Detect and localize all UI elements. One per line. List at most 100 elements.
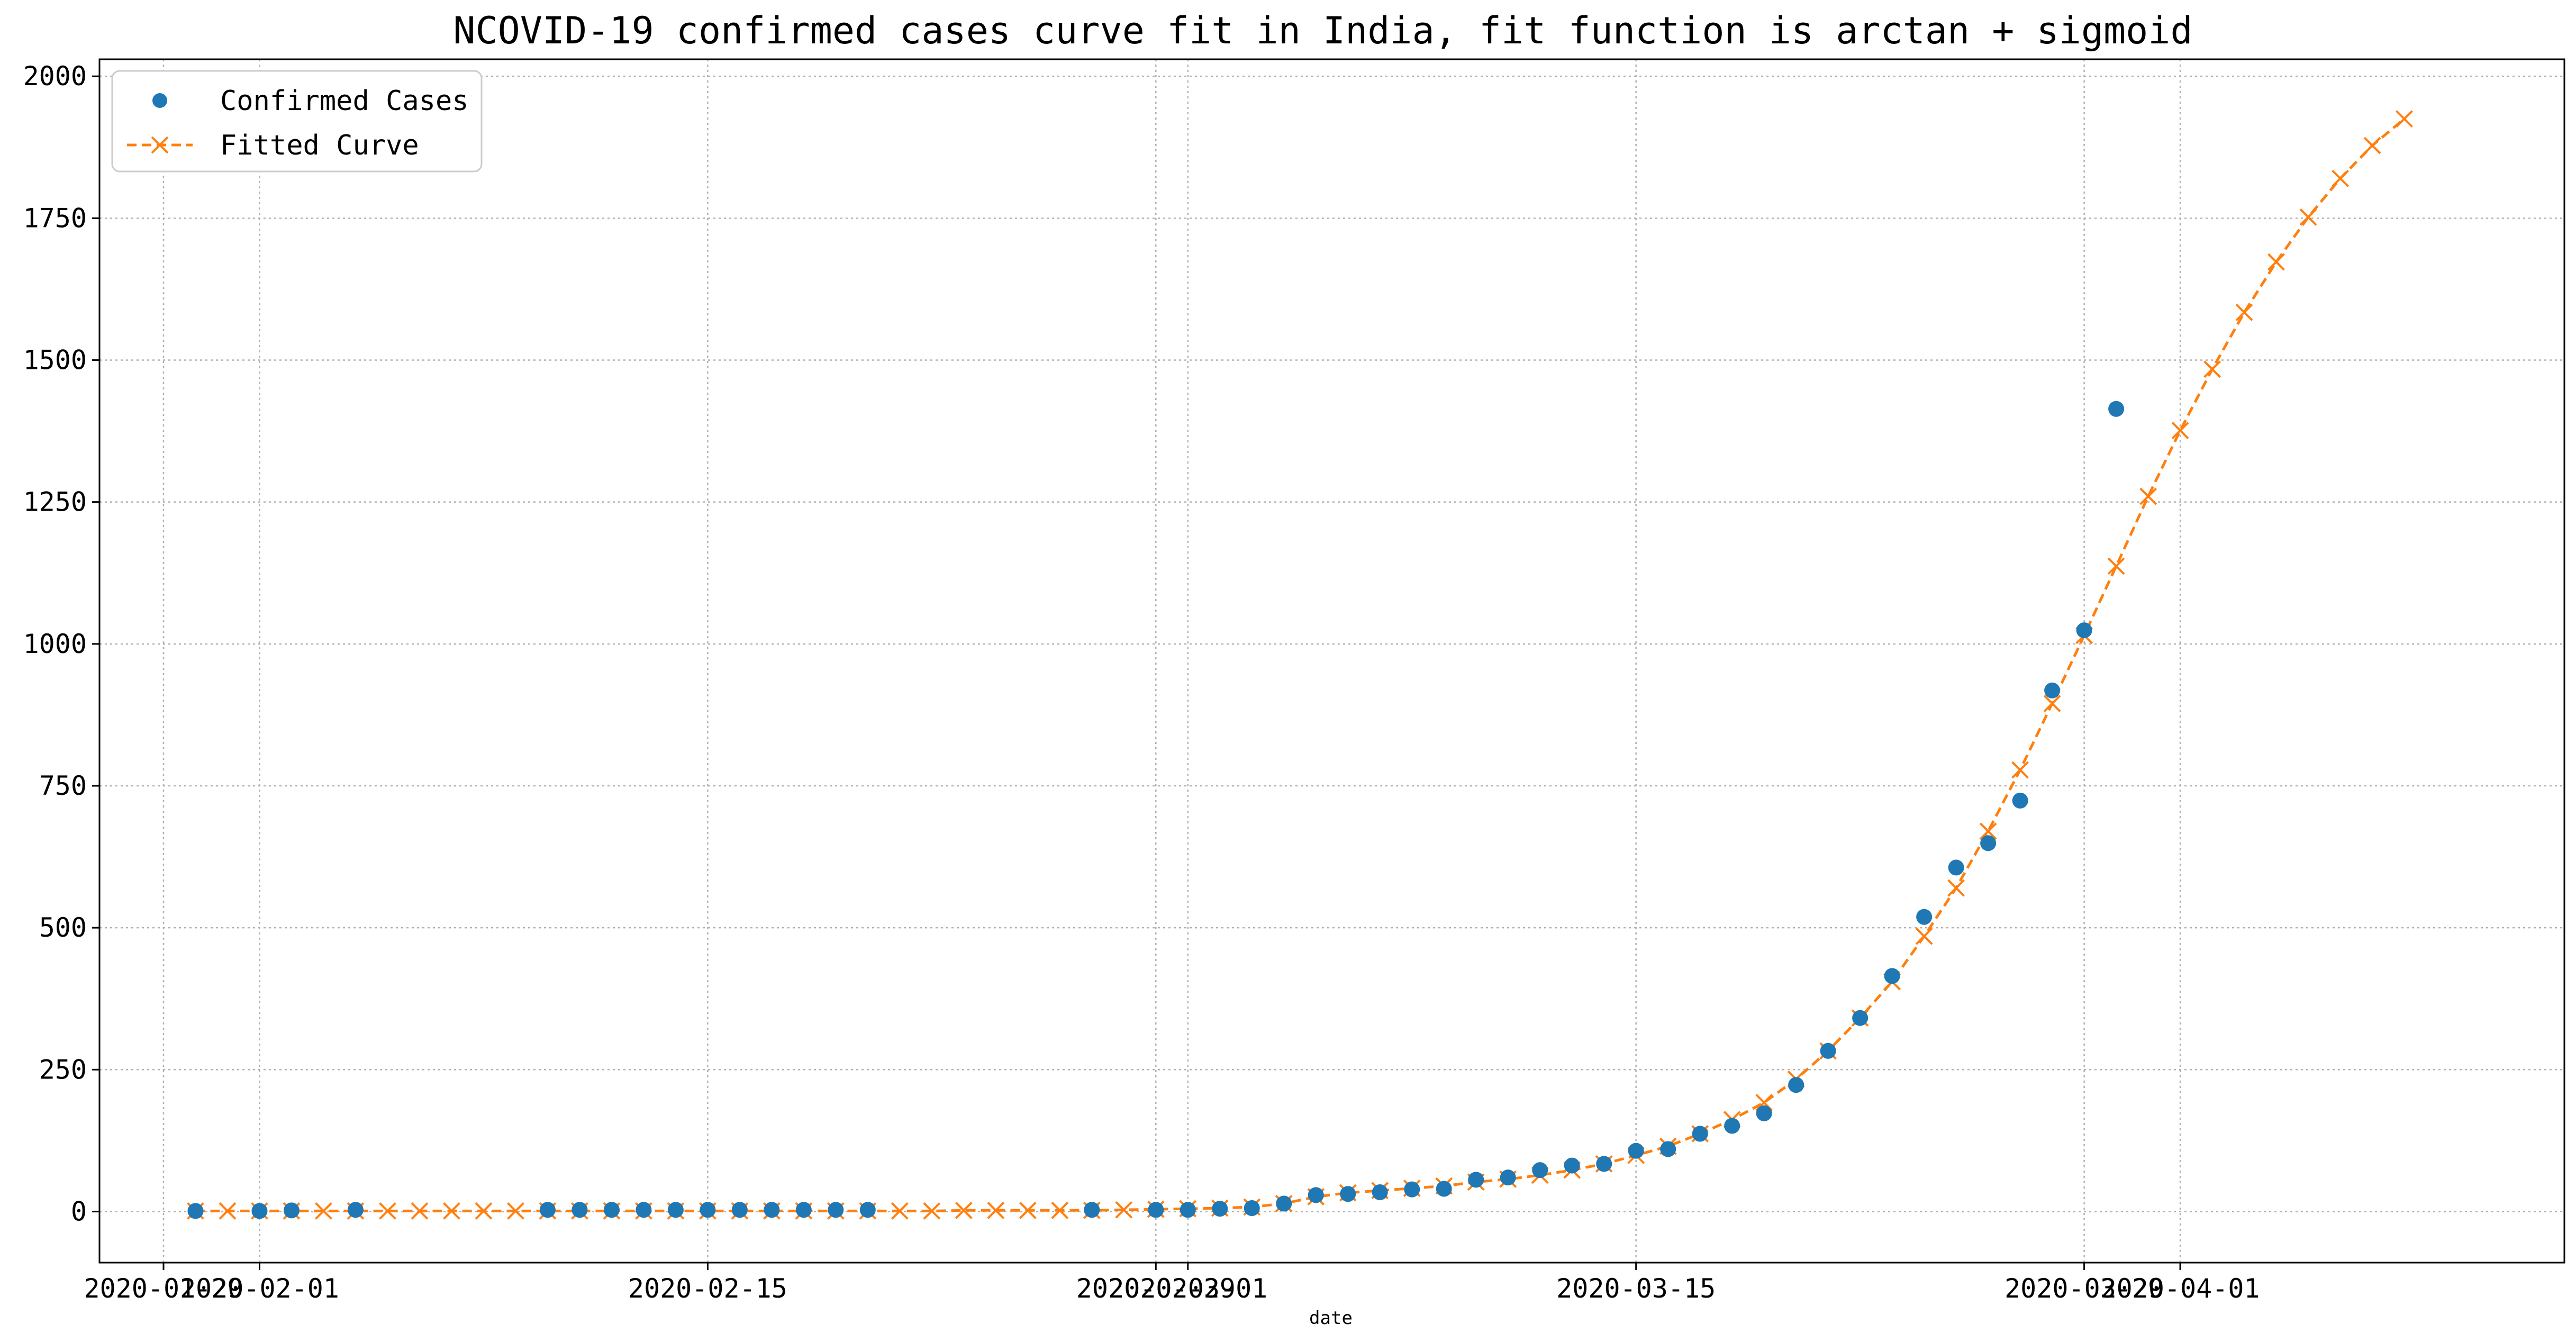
x-tick-label: 2020-02-29 (1076, 1273, 1236, 1304)
confirmed-case-point (764, 1202, 780, 1218)
fitted-curve-marker (507, 1202, 524, 1220)
fitted-curve-marker (411, 1202, 429, 1220)
fitted-curve-marker (923, 1202, 941, 1220)
x-tick-label: 2020-01-29 (84, 1273, 243, 1304)
y-tick-label: 2000 (23, 61, 87, 92)
y-tick-label: 250 (39, 1054, 87, 1085)
plot-frame (98, 58, 2565, 1264)
confirmed-case-point (1596, 1156, 1612, 1172)
fitted-curve-marker (2396, 110, 2413, 128)
confirmed-case-point (283, 1202, 300, 1219)
x-tick-label: 2020-03-29 (2004, 1273, 2164, 1304)
confirmed-case-point (667, 1202, 684, 1218)
confirmed-case-point (731, 1202, 748, 1218)
fitted-curve-marker (955, 1201, 973, 1219)
confirmed-case-point (1820, 1042, 1836, 1059)
confirmed-case-point (187, 1203, 204, 1219)
confirmed-case-point (1756, 1105, 1772, 1121)
confirmed-case-point (700, 1202, 716, 1218)
fitted-curve-marker (1019, 1201, 1037, 1219)
y-axis: 0 250 500 750 1000 1250 1500 1750 2000 (23, 61, 99, 1227)
fitted-curve-marker (2235, 303, 2253, 321)
confirmed-case-point (1180, 1202, 1196, 1218)
x-tick-label: 2020-02-15 (628, 1273, 787, 1304)
legend-label-fitted: Fitted Curve (220, 130, 419, 161)
x-tick-label: 2020-02-01 (180, 1273, 339, 1304)
fitted-curve-marker (2171, 422, 2189, 439)
fitted-curve-marker (2043, 695, 2061, 712)
confirmed-case-point (572, 1202, 588, 1218)
confirmed-case-point (828, 1202, 844, 1218)
legend-marker-fitted (151, 136, 169, 154)
confirmed-case-point (1692, 1126, 1708, 1142)
legend-label-confirmed: Confirmed Cases (220, 85, 469, 117)
confirmed-case-point (1500, 1169, 1516, 1186)
fitted-curve-marker (987, 1201, 1005, 1219)
confirmed-case-point (1788, 1077, 1804, 1093)
confirmed-case-point (2076, 622, 2092, 639)
fitted-curve-marker (1915, 927, 1933, 945)
fitted-curve-marker (2203, 360, 2221, 378)
fitted-curve-marker (2363, 137, 2381, 155)
fitted-curve-marker (315, 1202, 332, 1220)
confirmed-case-point (859, 1202, 876, 1218)
y-tick-label: 500 (39, 912, 87, 943)
fitted-curve-marker (2139, 487, 2157, 505)
fitted-curve-marker (379, 1202, 396, 1220)
fitted-curve-marker (1947, 879, 1965, 897)
confirmed-case-point (1532, 1162, 1548, 1178)
chart-title: NCOVID-19 confirmed cases curve fit in I… (453, 9, 2192, 52)
fitted-curve-marker (2332, 169, 2349, 187)
fitted-curve-line (195, 117, 2406, 1212)
confirmed-case-point (251, 1203, 268, 1219)
fitted-curve-marker (1115, 1201, 1133, 1219)
fitted-curve-marker (475, 1202, 493, 1220)
fitted-curve-marker (443, 1202, 460, 1220)
confirmed-case-point (1212, 1201, 1228, 1217)
fitted-curve-marker (2267, 253, 2285, 271)
y-tick-label: 1750 (23, 203, 87, 233)
confirmed-case-point (1884, 968, 1900, 984)
confirmed-case-point (636, 1202, 652, 1218)
x-axis-label: date (1309, 1308, 1353, 1329)
fitted-curve-marker (2299, 208, 2317, 226)
confirmed-case-point (1340, 1186, 1356, 1202)
confirmed-case-point (1148, 1202, 1164, 1218)
fitted-curve-marker (1051, 1201, 1069, 1219)
y-tick-label: 1000 (23, 629, 87, 659)
confirmed-case-point (1404, 1181, 1420, 1198)
confirmed-case-point (2108, 401, 2125, 417)
confirmed-case-point (2012, 792, 2028, 809)
y-tick-label: 0 (71, 1196, 87, 1227)
confirmed-case-point (603, 1202, 620, 1218)
confirmed-case-point (1980, 835, 1997, 851)
confirmed-case-point (1244, 1200, 1260, 1217)
confirmed-case-point (1372, 1184, 1388, 1200)
fitted-curve-marker (2107, 557, 2125, 575)
plot-area (99, 59, 2564, 1263)
legend: Confirmed Cases Fitted Curve (111, 70, 483, 173)
confirmed-case-point (1852, 1010, 1868, 1026)
confirmed-case-point (795, 1202, 812, 1218)
confirmed-case-point (1436, 1181, 1452, 1197)
x-tick-label: 2020-04-01 (2101, 1273, 2260, 1304)
confirmed-case-point (1308, 1187, 1324, 1203)
legend-marker-confirmed (152, 93, 167, 108)
x-tick-label: 2020-03-15 (1556, 1273, 1716, 1304)
confirmed-case-point (1948, 859, 1964, 876)
confirmed-case-point (347, 1202, 364, 1218)
confirmed-case-point (1628, 1142, 1644, 1159)
confirmed-cases-series (187, 401, 2125, 1219)
y-tick-label: 1500 (23, 345, 87, 376)
fitted-curve-marker (891, 1202, 909, 1220)
confirmed-case-point (1660, 1141, 1676, 1157)
y-tick-label: 1250 (23, 487, 87, 518)
legend-box (111, 70, 483, 173)
confirmed-case-point (1564, 1157, 1580, 1174)
confirmed-case-point (1468, 1172, 1484, 1188)
confirmed-case-point (1276, 1195, 1292, 1212)
x-tick-label: 2020-03-01 (1108, 1273, 1267, 1304)
fitted-curve-marker (219, 1202, 237, 1220)
